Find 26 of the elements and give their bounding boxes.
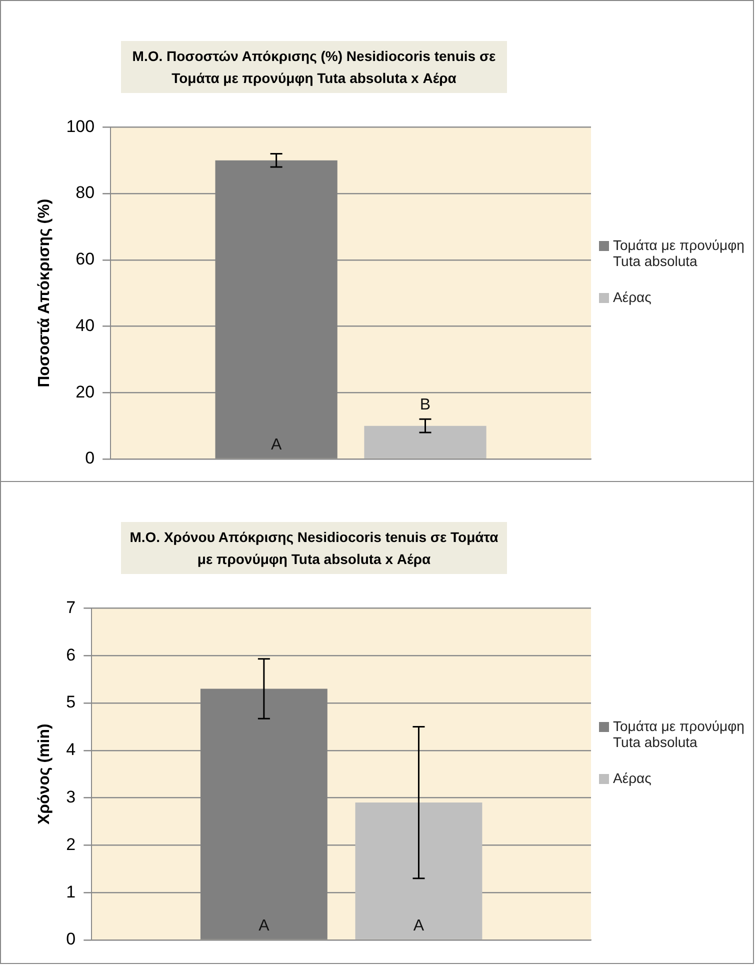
y-tick-label: 0 — [66, 930, 76, 949]
y-axis-title: Ποσοστά Απόκρισης (%) — [36, 198, 54, 388]
y-tick-label: 20 — [76, 382, 95, 402]
chart-title: Μ.Ο. Ποσοστών Απόκρισης (%) Nesidiocoris tenuis σε Τομάτα με προνύμφη Tuta absoluta x Αέρα — [121, 41, 507, 93]
y-tick-label: 60 — [76, 250, 95, 269]
legend-label: Τομάτα με προνύμφη Tuta absoluta — [613, 718, 746, 750]
y-tick-label: 4 — [66, 740, 76, 760]
y-tick-label: 1 — [66, 882, 76, 902]
annotation: A — [270, 436, 282, 454]
y-tick-label: 3 — [66, 787, 76, 806]
y-tick-label: 0 — [85, 448, 95, 468]
legend-label: Αέρας — [613, 770, 652, 786]
y-axis-title: Χρόνος (min) — [36, 724, 54, 825]
annotation: A — [258, 917, 270, 934]
y-tick-label: 40 — [76, 316, 95, 335]
y-tick-label: 5 — [66, 692, 76, 712]
chart-title: Μ.Ο. Χρόνου Απόκρισης Nesidiocoris tenuis σε Τομάτα με προνύμφη Tuta absoluta x Αέρα — [121, 522, 507, 574]
y-tick-label: 2 — [66, 834, 76, 854]
legend-label: Τομάτα με προνύμφη Tuta absoluta — [613, 237, 746, 269]
y-tick-label: 100 — [66, 116, 95, 136]
annotation: B — [420, 396, 431, 414]
annotation: A — [413, 917, 424, 934]
y-tick-label: 7 — [66, 598, 76, 617]
y-tick-label: 6 — [66, 645, 76, 664]
legend-label: Αέρας — [613, 289, 652, 305]
y-tick-label: 80 — [76, 183, 95, 202]
